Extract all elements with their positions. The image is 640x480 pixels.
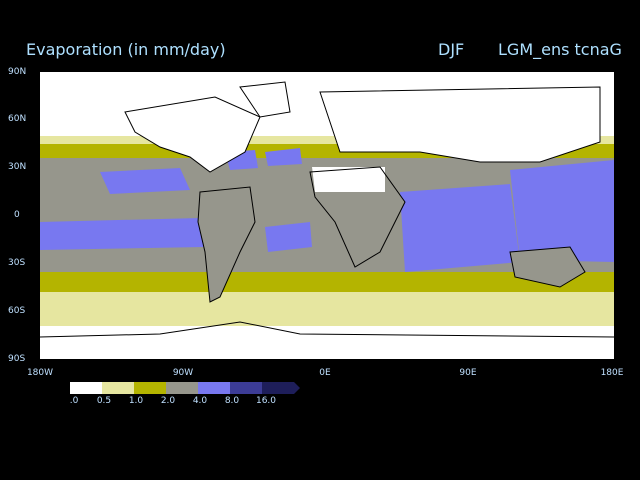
lon-label-180w: 180W — [26, 368, 54, 378]
legend-swatch-1 — [102, 382, 134, 394]
lat-label-90n: 90N — [8, 67, 27, 77]
legend-swatch-6 — [262, 382, 294, 394]
coast-greenland — [239, 81, 291, 118]
evaporation-map — [40, 72, 614, 359]
title-experiment: LGM_ens tcnaG — [498, 40, 622, 59]
title-season: DJF — [438, 40, 465, 59]
lon-label-0e: 0E — [319, 368, 331, 378]
legend-label-0: .0 — [69, 396, 79, 406]
coast-africa — [309, 166, 406, 268]
blue-north-pacific — [100, 168, 190, 194]
title-variable: Evaporation (in mm/day) — [26, 40, 226, 59]
land-sahara — [312, 167, 385, 192]
lat-label-60s: 60S — [8, 306, 26, 316]
coast-south-america — [197, 186, 256, 303]
legend-swatch-2 — [134, 382, 166, 394]
lat-label-60n: 60N — [8, 114, 27, 124]
land-south-america — [198, 187, 255, 302]
legend-label-2: 1.0 — [128, 396, 144, 406]
legend-swatch-5 — [230, 382, 262, 394]
legend-arrow — [294, 382, 300, 394]
land-eurasia — [320, 87, 600, 162]
lat-label-30s: 30S — [8, 258, 26, 268]
blue-gulf-stream — [265, 148, 302, 166]
blue-west-pacific — [510, 160, 614, 262]
coast-antarctica — [40, 321, 614, 338]
legend-label-1: 0.5 — [96, 396, 112, 406]
land-north-america — [125, 97, 260, 172]
lon-label-90e: 90E — [459, 368, 477, 378]
band-south-yellow — [40, 272, 614, 292]
blue-indian-ocean — [400, 184, 520, 272]
lat-label-30n: 30N — [8, 162, 27, 172]
legend-swatch-3 — [166, 382, 198, 394]
coast-north-america — [124, 96, 261, 173]
lat-label-90s: 90S — [8, 354, 26, 364]
legend-label-6: 16.0 — [255, 396, 277, 406]
coast-eurasia — [319, 86, 601, 163]
legend-label-4: 4.0 — [192, 396, 208, 406]
legend-colorbar — [70, 382, 300, 394]
band-southern-ocean — [40, 292, 614, 326]
legend-swatch-4 — [198, 382, 230, 394]
lat-label-0: 0 — [14, 210, 20, 220]
land-antarctica — [40, 330, 614, 359]
land-australia — [510, 247, 585, 287]
legend-label-5: 8.0 — [224, 396, 240, 406]
legend-label-3: 2.0 — [160, 396, 176, 406]
coast-australia — [509, 246, 586, 288]
legend-swatch-0 — [70, 382, 102, 394]
blue-east-pacific-south — [40, 218, 205, 250]
lon-label-90w: 90W — [172, 368, 194, 378]
blue-sw-atlantic — [265, 222, 312, 252]
lon-label-180e: 180E — [600, 368, 624, 378]
